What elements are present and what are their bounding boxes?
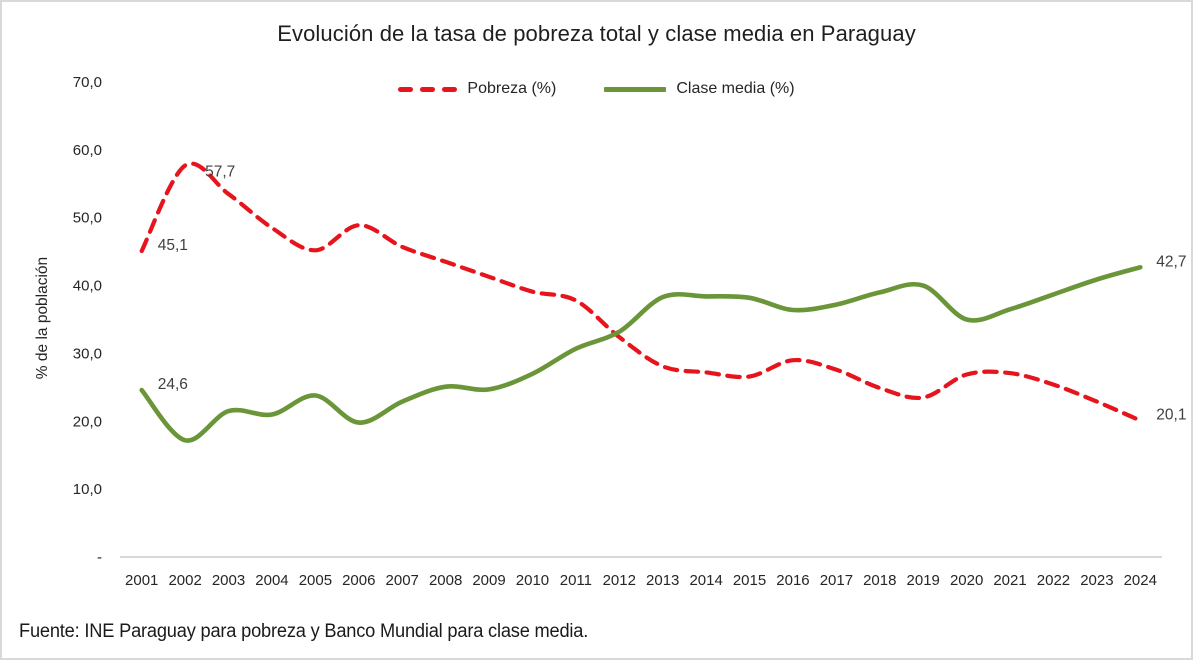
y-axis-tick-label: 60,0 [73, 142, 102, 159]
legend-item-pobreza: Pobreza (%) [398, 80, 556, 98]
clase-media-line [139, 265, 1143, 443]
x-axis-tick-label: 2007 [386, 572, 419, 589]
x-axis-tick-label: 2002 [168, 572, 201, 589]
x-axis-tick-label: 2013 [646, 572, 679, 589]
chart-title: Evolución de la tasa de pobreza total y … [277, 21, 916, 46]
x-axis-tick-label: 2018 [863, 572, 896, 589]
data-label-pobreza-2024: 20,1 [1156, 407, 1186, 424]
x-axis-tick-label: 2006 [342, 572, 375, 589]
data-label-pobreza-2001: 45,1 [158, 237, 188, 254]
dash-segment [442, 86, 458, 92]
x-axis-tick-label: 2004 [255, 572, 288, 589]
y-axis-tick-label: 70,0 [73, 74, 102, 91]
dash-segment [420, 86, 436, 92]
x-axis-tick-label: 2001 [125, 572, 158, 589]
data-label-clase-media-2001: 24,6 [158, 376, 188, 393]
legend-item-clase-media: Clase media (%) [604, 80, 795, 98]
legend-label-clase-media: Clase media (%) [676, 80, 795, 97]
x-axis-tick-label: 2019 [907, 572, 940, 589]
chart-legend: Pobreza (%) Clase media (%) [2, 80, 1191, 98]
x-axis-tick-label: 2014 [689, 572, 722, 589]
pobreza-line [139, 161, 1143, 423]
y-axis-tick-label: 50,0 [73, 210, 102, 227]
y-axis-tick-label: - [97, 549, 102, 566]
x-axis-tick-label: 2008 [429, 572, 462, 589]
data-label-clase-media-2024: 42,7 [1156, 253, 1186, 270]
x-axis-tick-label: 2022 [1037, 572, 1070, 589]
x-axis-tick-label: 2011 [560, 572, 592, 589]
clase-media-line-sample [604, 86, 667, 92]
x-axis-tick-label: 2023 [1080, 572, 1113, 589]
y-axis-tick-label: 10,0 [73, 481, 102, 498]
x-axis-tick-label: 2012 [603, 572, 636, 589]
x-axis-tick-label: 2005 [299, 572, 332, 589]
y-axis-tick-label: 20,0 [73, 413, 102, 430]
x-axis-tick-label: 2016 [776, 572, 809, 589]
x-axis-tick-label: 2010 [516, 572, 549, 589]
pobreza-dashed-line-sample [398, 86, 458, 92]
x-axis-tick-label: 2015 [733, 572, 766, 589]
y-axis-tick-label: 40,0 [73, 278, 102, 295]
dash-segment [398, 86, 414, 92]
x-axis-tick-label: 2020 [950, 572, 983, 589]
data-label-pobreza-2002: 57,7 [205, 164, 235, 181]
x-axis-tick-label: 2003 [212, 572, 245, 589]
x-axis-tick-label: 2021 [993, 572, 1026, 589]
source-note: Fuente: INE Paraguay para pobreza y Banc… [19, 621, 589, 642]
x-axis-tick-label: 2024 [1124, 572, 1157, 589]
y-axis-tick-label: 30,0 [73, 345, 102, 362]
legend-label-pobreza: Pobreza (%) [467, 80, 557, 97]
x-axis-tick-label: 2017 [820, 572, 853, 589]
x-axis-tick-label: 2009 [472, 572, 505, 589]
